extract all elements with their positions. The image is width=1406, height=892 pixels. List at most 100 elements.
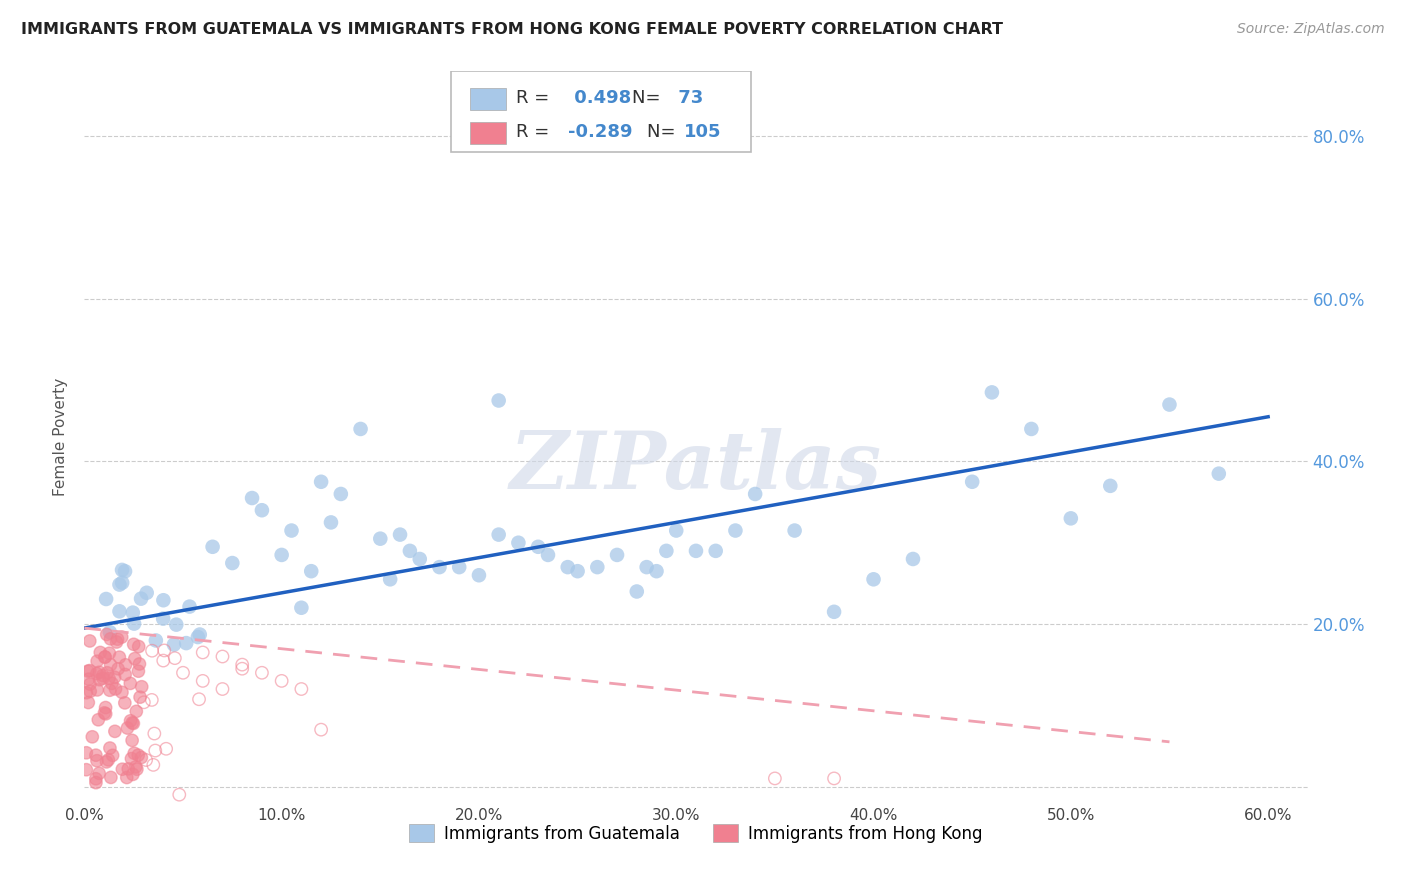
Point [121, 715, 143, 730]
Point [114, 667, 136, 681]
Text: N=: N= [647, 123, 682, 141]
Point [96, 627, 118, 641]
FancyBboxPatch shape [470, 88, 506, 110]
Point [111, 563, 134, 577]
Point [586, 560, 609, 574]
Point [107, 662, 129, 676]
Point [1099, 479, 1122, 493]
Point [114, 657, 136, 672]
Point [250, 503, 273, 517]
Point [77, 696, 100, 710]
Point [188, 627, 211, 641]
Point [105, 635, 128, 649]
Point [94, 700, 117, 714]
Text: 0.498: 0.498 [568, 89, 631, 107]
Point [115, 771, 138, 785]
Point [368, 532, 391, 546]
Point [179, 599, 201, 614]
Point [763, 772, 786, 786]
Point [145, 633, 167, 648]
Point [665, 524, 688, 538]
Point [86, 654, 108, 668]
Point [94, 650, 117, 665]
Point [79, 664, 101, 678]
Point [250, 665, 273, 680]
Point [94, 650, 117, 665]
Point [96, 665, 118, 680]
Point [120, 676, 142, 690]
Point [86, 754, 108, 768]
Point [100, 771, 122, 785]
Point [862, 572, 884, 586]
Point [122, 637, 145, 651]
Point [128, 657, 150, 671]
Point [101, 676, 124, 690]
Point [221, 556, 243, 570]
Point [111, 575, 134, 590]
Point [114, 667, 136, 681]
Point [114, 657, 136, 672]
Point [111, 685, 134, 699]
Point [169, 788, 191, 802]
Point [111, 762, 134, 776]
Point [125, 704, 148, 718]
Point [155, 741, 177, 756]
Point [399, 544, 422, 558]
Point [142, 757, 165, 772]
Point [120, 714, 142, 728]
Point [121, 606, 143, 620]
Point [89, 665, 111, 680]
Point [94, 650, 117, 665]
Point [97, 753, 120, 767]
Point [96, 665, 118, 680]
FancyBboxPatch shape [470, 122, 506, 144]
Point [135, 586, 157, 600]
Point [211, 681, 233, 696]
Point [93, 706, 115, 720]
Point [143, 726, 166, 740]
Point [744, 487, 766, 501]
Point [823, 605, 845, 619]
Text: R =: R = [516, 123, 555, 141]
Point [429, 560, 451, 574]
Point [121, 733, 143, 747]
Point [174, 636, 197, 650]
Point [240, 491, 263, 505]
Point [290, 681, 312, 696]
Point [96, 755, 118, 769]
Point [104, 724, 127, 739]
Point [87, 766, 110, 780]
Point [131, 750, 153, 764]
Point [97, 753, 120, 767]
Point [117, 762, 139, 776]
Point [89, 673, 111, 687]
Point [135, 753, 157, 767]
Point [100, 632, 122, 646]
Point [75, 746, 97, 760]
Point [84, 748, 107, 763]
Point [91, 671, 114, 685]
Point [704, 544, 727, 558]
Point [98, 741, 121, 756]
Point [114, 696, 136, 710]
Point [488, 393, 510, 408]
Point [89, 673, 111, 687]
Point [100, 632, 122, 646]
Point [1208, 467, 1230, 481]
Text: N=: N= [633, 89, 666, 107]
Text: IMMIGRANTS FROM GUATEMALA VS IMMIGRANTS FROM HONG KONG FEMALE POVERTY CORRELATIO: IMMIGRANTS FROM GUATEMALA VS IMMIGRANTS … [21, 22, 1002, 37]
Point [129, 690, 152, 705]
Point [93, 706, 115, 720]
Point [131, 680, 153, 694]
Point [111, 762, 134, 776]
Point [121, 715, 143, 730]
Point [131, 680, 153, 694]
Point [187, 630, 209, 644]
Point [290, 600, 312, 615]
Point [89, 665, 111, 680]
Point [124, 760, 146, 774]
Point [163, 638, 186, 652]
Point [349, 422, 371, 436]
Point [100, 657, 122, 672]
Point [94, 700, 117, 714]
